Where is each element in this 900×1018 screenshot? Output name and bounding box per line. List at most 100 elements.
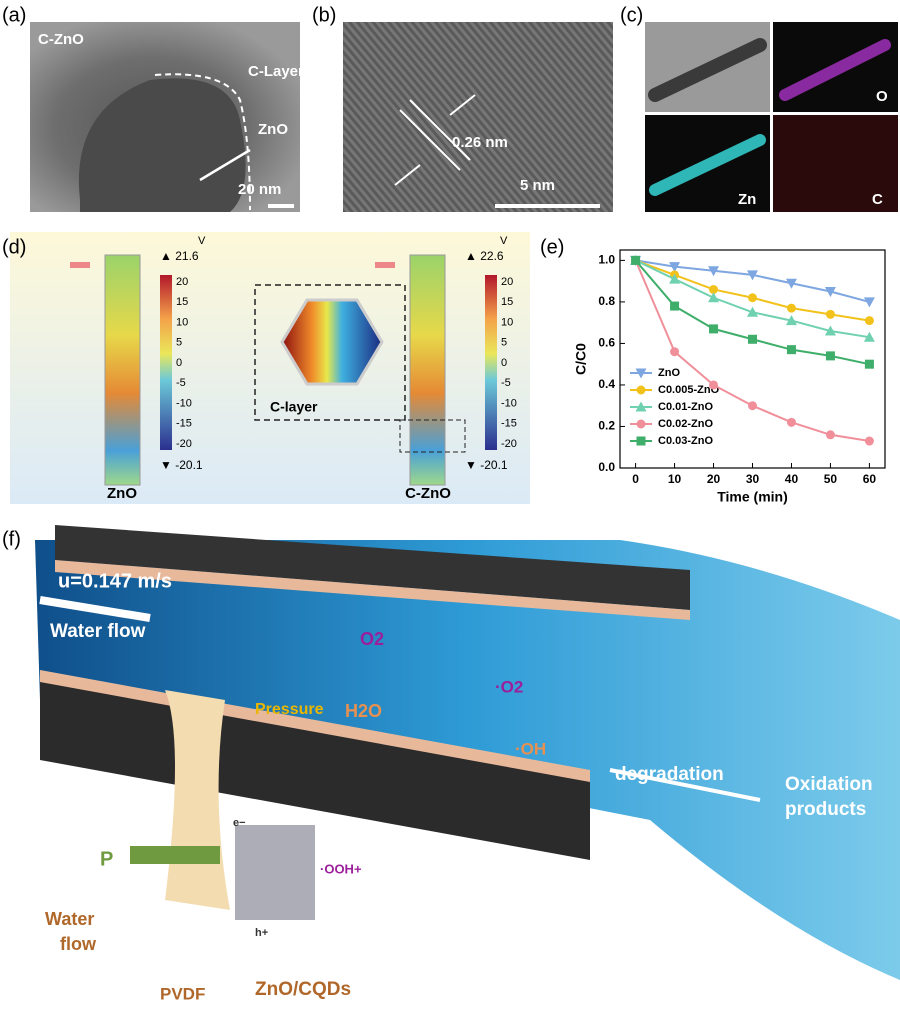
legend-label: ZnO [658, 367, 680, 379]
marker [709, 324, 719, 334]
labels-f: u=0.147 m/s Water flow Pressure O2 ·O2 H… [45, 570, 873, 1003]
marker [709, 380, 719, 390]
annotation: 0.26 nm [452, 134, 508, 151]
max-value: 22.6 [480, 249, 504, 263]
arrow [449, 94, 476, 116]
marker [747, 270, 758, 281]
marker [863, 331, 875, 342]
colorbar-tick: 0 [501, 357, 507, 369]
colorbar-tick: 0 [176, 357, 182, 369]
marker [825, 351, 835, 361]
colorbar-tick: -20 [176, 438, 192, 450]
zoom-box [399, 419, 466, 453]
panel-label: (b) [312, 4, 336, 26]
element-label: O [876, 88, 888, 105]
annotation: ZnO/CQDs [255, 979, 351, 1000]
scale-bar-label: 20 nm [238, 181, 281, 198]
colorbar-tick: 20 [176, 276, 188, 288]
marker [864, 316, 874, 326]
rod [104, 254, 141, 486]
marker [786, 303, 796, 313]
velocity: u=0.147 m/s [58, 570, 172, 592]
colorbar-tick: 5 [176, 337, 182, 349]
x-axis-label: Time (min) [717, 489, 788, 505]
x-tick-label: 60 [863, 472, 877, 486]
flow-arrow [39, 596, 151, 622]
annotation: C-layer [270, 399, 318, 415]
marker [709, 284, 719, 294]
annotation: Oxidation [785, 774, 873, 795]
marker [824, 287, 836, 298]
marker [864, 359, 874, 369]
layer-outline [154, 73, 251, 211]
annotation: degradation [615, 764, 724, 785]
pvdf-layer [55, 560, 690, 620]
legend-label: C0.01-ZnO [658, 401, 713, 413]
lattice-line [399, 109, 461, 171]
hrtem-image [343, 22, 613, 212]
annotation: Water [45, 909, 94, 929]
marker [708, 266, 720, 277]
rod [779, 39, 891, 101]
inset-box [254, 284, 406, 421]
colorbar-tick: 5 [501, 337, 507, 349]
legend-label: C0.03-ZnO [658, 435, 713, 447]
y-tick-label: 0.8 [598, 294, 615, 308]
pvdf-film [165, 690, 230, 910]
unit-label: V [198, 235, 206, 247]
species: O2 [360, 629, 384, 649]
annotation: products [785, 799, 866, 820]
legend-marker [635, 401, 647, 412]
x-tick-label: 10 [668, 472, 682, 486]
rod-label: ZnO [107, 485, 137, 502]
arrow [199, 148, 251, 182]
colorbar-tick: 10 [176, 316, 188, 328]
scale-bar [495, 204, 600, 208]
x-tick-label: 40 [785, 472, 799, 486]
annotation: Water flow [50, 621, 146, 642]
panel-label: (a) [2, 4, 26, 26]
legend-label: C0.005-ZnO [658, 384, 720, 396]
annotation: flow [60, 934, 97, 954]
rod-label: C-ZnO [405, 485, 451, 502]
y-tick-label: 0.4 [598, 377, 615, 391]
hexagon [280, 298, 384, 386]
annotation: C-Layer [248, 63, 304, 80]
scale-bar [268, 204, 294, 208]
marker [747, 306, 758, 317]
element-label: C [872, 191, 883, 208]
marker [824, 325, 836, 336]
marker [825, 430, 835, 440]
colorbar-tick: -10 [176, 397, 192, 409]
max-label: ▲ 22.6 [465, 249, 504, 263]
zno-lattice [235, 825, 315, 920]
colorbar-tick: 15 [501, 296, 513, 308]
x-tick-label: 0 [632, 472, 639, 486]
colorbar-tick: 20 [501, 276, 513, 288]
marker [825, 309, 835, 319]
simulation-bg [10, 232, 530, 504]
marker [785, 278, 797, 289]
panel-label: (c) [620, 4, 643, 26]
y-axis-label: C/C0 [573, 343, 589, 375]
y-tick-label: 0.6 [598, 336, 615, 350]
annotation: Pressure [255, 701, 324, 718]
arrow [394, 164, 421, 186]
marker [669, 273, 681, 284]
colorbar-tick: -10 [501, 397, 517, 409]
min-value: -20.1 [480, 458, 508, 472]
legend-marker [636, 436, 646, 446]
panel-label: (e) [540, 236, 564, 258]
max-value: 21.6 [175, 249, 199, 263]
min-label: ▼ -20.1 [160, 458, 203, 472]
map-tile [773, 115, 898, 212]
colorbar-tick: -15 [501, 418, 517, 430]
tube-wall [55, 525, 690, 610]
min-label: ▼ -20.1 [465, 458, 508, 472]
x-tick-label: 30 [746, 472, 760, 486]
species: H2O [345, 701, 382, 721]
y-tick-label: 0.0 [598, 460, 615, 474]
colorbar-tick: -5 [176, 377, 186, 389]
panel-label: (d) [2, 236, 26, 258]
annotation: ZnO [258, 121, 288, 138]
